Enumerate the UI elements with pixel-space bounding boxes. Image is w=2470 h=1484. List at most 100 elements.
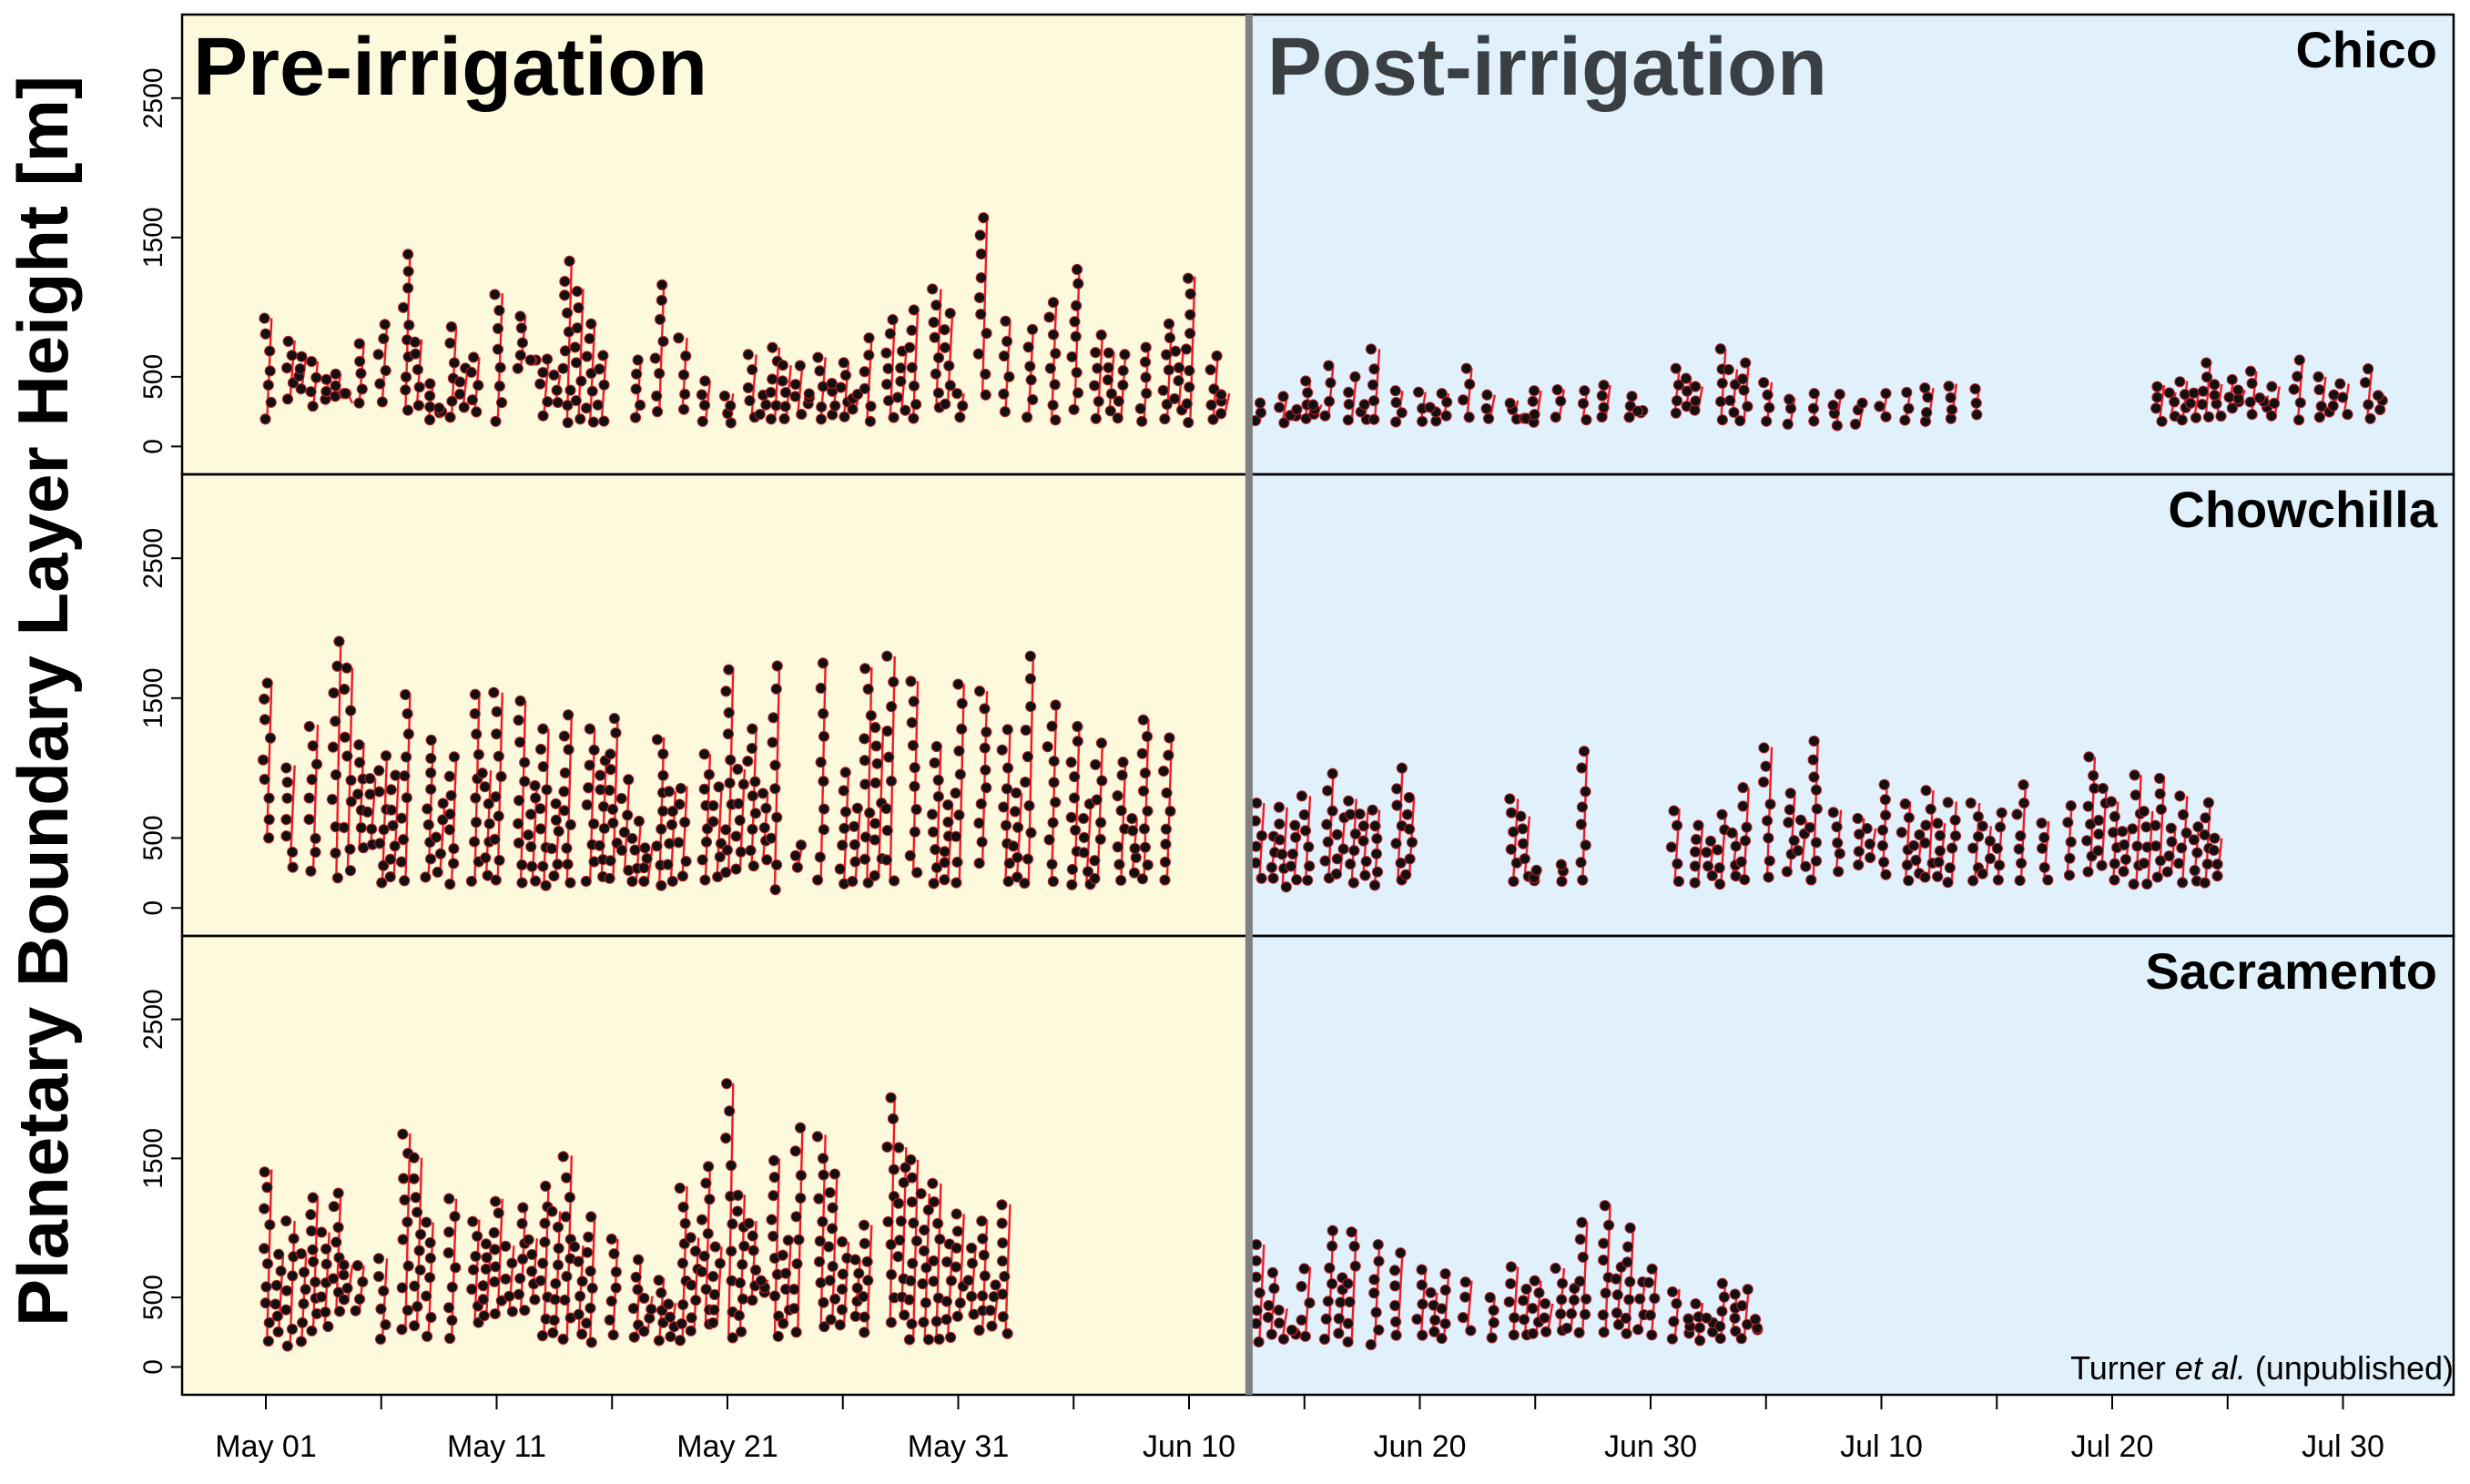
pbl-point [927,283,939,295]
pbl-point [264,365,276,377]
pbl-point [1105,388,1118,400]
panel-title: Sacramento [2145,942,2437,1000]
pbl-point [444,808,456,820]
pbl-point [909,826,921,838]
pbl-point [1115,874,1127,887]
pbl-point [1180,343,1193,355]
pbl-point [2215,410,2227,422]
pbl-point [1749,1313,1762,1326]
pbl-point [910,1235,923,1247]
pbl-point [449,1210,461,1223]
pbl-point [443,824,456,836]
pbl-point [939,846,950,858]
pbl-point [1488,1305,1499,1316]
pbl-point [552,1259,564,1271]
pbl-point [409,336,421,348]
pbl-point [898,1176,910,1189]
pbl-point [287,1270,299,1282]
pbl-point [1349,828,1361,840]
pbl-point [1184,328,1196,340]
pbl-point [338,1294,351,1306]
pbl-point [724,777,736,789]
pbl-point [2096,859,2108,871]
pbl-point [2201,858,2213,870]
pbl-point [341,1282,353,1294]
pbl-point [397,1234,409,1245]
pbl-point [1853,846,1865,858]
pbl-point [747,790,758,802]
pbl-point [581,799,593,811]
pbl-point [1251,797,1263,809]
pbl-point [592,399,604,411]
pbl-point [1672,875,1685,888]
pbl-point [1942,877,1954,889]
pbl-point [1714,1320,1726,1332]
pbl-point [1050,348,1062,360]
pbl-point [1527,1327,1539,1339]
pbl-point [264,345,276,357]
pbl-point [882,362,894,374]
pbl-point [1173,375,1184,387]
pbl-point [1025,700,1037,713]
pbl-point [1712,844,1723,856]
pbl-point [656,1287,667,1299]
pbl-point [1933,856,1945,869]
pbl-point [1183,416,1194,429]
pbl-point [754,408,766,421]
pbl-point [1689,860,1701,872]
pbl-point [2108,827,2119,839]
pbl-point [626,832,638,845]
pbl-range-segment [1731,832,1739,879]
pbl-point [768,1171,780,1184]
y-tick-label: 500 [138,1275,168,1320]
pbl-point [561,1270,573,1283]
pbl-point [1050,699,1062,711]
pbl-point [827,1223,839,1235]
pbl-point [765,413,778,425]
pbl-point [315,1291,328,1303]
pbl-point [1070,824,1082,836]
pbl-point [540,879,552,891]
pbl-point [1440,410,1452,422]
pbl-point [562,417,574,429]
pbl-point [585,1211,597,1223]
pbl-range-segment [2170,825,2177,874]
pbl-point [2292,371,2303,382]
pbl-point [1368,395,1380,407]
pbl-point [1439,1317,1451,1330]
pbl-point [910,803,922,816]
pbl-point [1621,1256,1633,1268]
pbl-point [444,412,456,423]
pbl-point [730,863,742,875]
pbl-point [696,389,708,401]
pbl-point [680,350,692,362]
pbl-point [744,395,756,407]
pbl-point [1439,1284,1451,1296]
pbl-point [1810,855,1823,867]
pbl-point [1794,814,1807,826]
pbl-point [1285,860,1297,872]
pbl-point [653,1335,666,1347]
pbl-point [676,1317,687,1330]
pbl-point [726,1160,737,1172]
pbl-point [446,395,458,407]
pbl-point [755,1275,767,1286]
pbl-point [1730,1326,1742,1337]
pbl-point [1136,873,1149,885]
pbl-point [1624,1222,1636,1234]
pbl-point [1092,362,1103,374]
pbl-point [908,412,920,424]
pbl-point [1096,775,1108,787]
pbl-point [2313,412,2325,423]
pbl-point [747,723,758,735]
pbl-point [676,1257,689,1269]
pbl-point [1967,842,1979,854]
pbl-point [537,410,549,422]
pbl-point [1671,395,1683,407]
pbl-point [387,819,399,831]
pbl-point [1066,879,1078,890]
pbl-point [778,412,790,425]
pbl-point [976,836,988,848]
pbl-point [320,373,332,385]
pbl-point [1533,1286,1545,1299]
